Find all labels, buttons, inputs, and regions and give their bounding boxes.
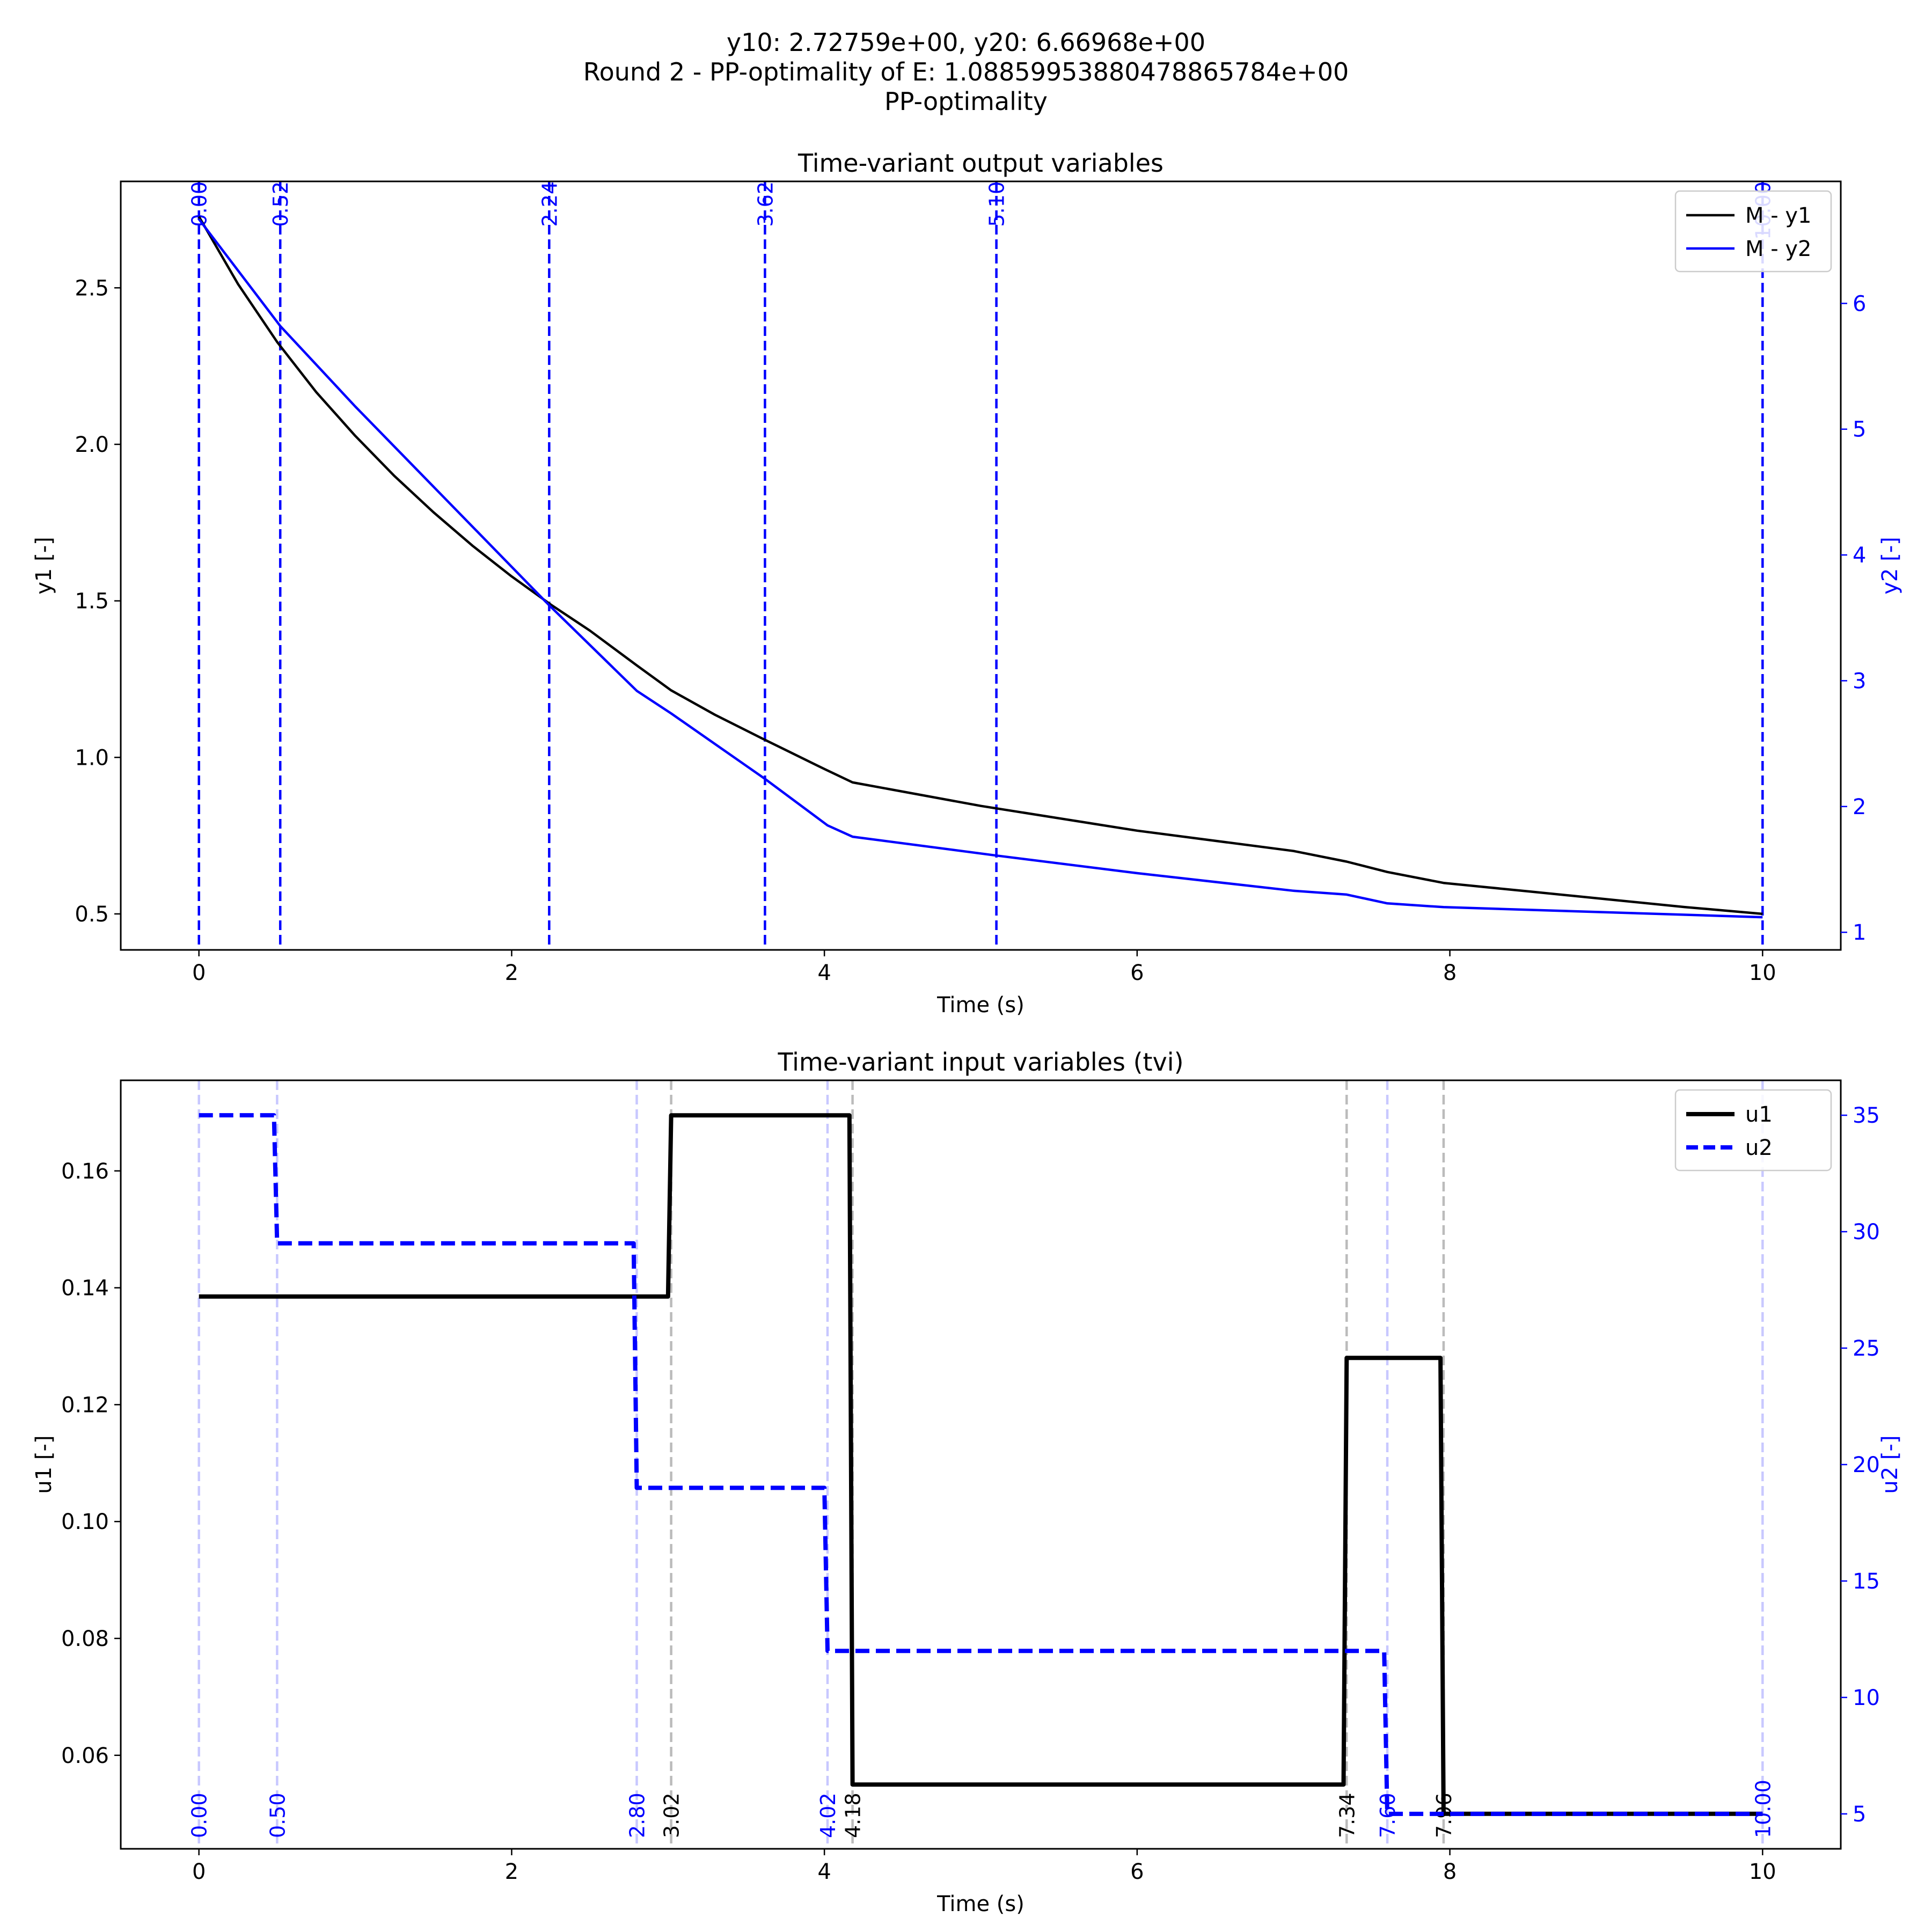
y-tick-label: 0.08 bbox=[61, 1627, 109, 1651]
legend-box bbox=[1674, 1089, 1832, 1172]
legend-box bbox=[1674, 190, 1832, 273]
vertical-marker-label: 0.00 bbox=[188, 1792, 211, 1838]
x-axis-label: Time (s) bbox=[936, 993, 1024, 1018]
input-variables-plot: 3.02 4.18 7.34 7.960.00 0.50 2.80 4.02 7.60 10.0… bbox=[32, 1048, 1902, 1916]
legend-label: u2 bbox=[1745, 1136, 1773, 1160]
series-line-m-y1 bbox=[197, 216, 1763, 916]
vertical-marker-label: 2.24 bbox=[538, 181, 561, 227]
y2-tick-label: 5 bbox=[1853, 1802, 1866, 1827]
vertical-marker-label: 7.34 bbox=[1335, 1792, 1359, 1838]
x-tick-label: 8 bbox=[1443, 961, 1457, 985]
y2-tick-label: 1 bbox=[1853, 920, 1866, 945]
vertical-marker-label: 3.62 bbox=[753, 181, 777, 227]
x-tick-label: 0 bbox=[192, 961, 206, 985]
x-tick-label: 2 bbox=[505, 1860, 518, 1884]
y-tick-label: 2.0 bbox=[75, 433, 109, 457]
legend-label: M - y2 bbox=[1745, 237, 1812, 261]
y2-tick-label: 30 bbox=[1853, 1220, 1880, 1245]
x-tick-label: 4 bbox=[817, 961, 831, 985]
y-tick-label: 0.16 bbox=[61, 1159, 109, 1184]
x-tick-label: 6 bbox=[1130, 961, 1144, 985]
y2-tick-label: 2 bbox=[1853, 795, 1866, 819]
vertical-marker-label: 0.50 bbox=[266, 1792, 289, 1838]
x-tick-label: 10 bbox=[1749, 961, 1776, 985]
series-line-m-y2 bbox=[197, 218, 1763, 919]
suptitle-line1: y10: 2.72759e+00, y20: 6.66968e+00 bbox=[727, 28, 1205, 57]
y-tick-label: 0.14 bbox=[61, 1276, 109, 1301]
y2-tick-label: 15 bbox=[1853, 1569, 1880, 1594]
plot-title: Time-variant input variables (tvi) bbox=[777, 1048, 1183, 1077]
suptitle-line3: PP-optimality bbox=[884, 87, 1048, 116]
y-tick-label: 0.12 bbox=[61, 1393, 109, 1417]
x-axis-label: Time (s) bbox=[936, 1892, 1024, 1916]
x-tick-label: 4 bbox=[817, 1860, 831, 1884]
x-tick-label: 0 bbox=[192, 1860, 206, 1884]
y2-axis-label: y2 [-] bbox=[1878, 537, 1902, 594]
vertical-marker-label: 5.10 bbox=[985, 181, 1009, 227]
x-tick-label: 2 bbox=[505, 961, 518, 985]
legend: M - y1 M - y2 bbox=[1674, 190, 1832, 273]
legend-label: M - y1 bbox=[1745, 203, 1812, 228]
x-tick-label: 10 bbox=[1749, 1860, 1776, 1884]
y2-tick-label: 35 bbox=[1853, 1103, 1880, 1128]
plot-title: Time-variant output variables bbox=[797, 149, 1163, 178]
y2-tick-label: 10 bbox=[1853, 1686, 1880, 1710]
legend-label: u1 bbox=[1745, 1102, 1773, 1127]
y-tick-label: 1.0 bbox=[75, 745, 109, 770]
y2-tick-label: 6 bbox=[1853, 291, 1866, 316]
y2-tick-label: 3 bbox=[1853, 669, 1866, 693]
vertical-marker-label: 3.02 bbox=[660, 1792, 684, 1838]
vertical-marker-label: 2.80 bbox=[626, 1792, 649, 1838]
vertical-marker-label: 0.52 bbox=[269, 181, 292, 227]
y2-tick-label: 20 bbox=[1853, 1453, 1880, 1477]
output-variables-plot: 0.000.522.243.625.1010.0002468100.51.01.… bbox=[32, 149, 1902, 1018]
y-tick-label: 2.5 bbox=[75, 276, 109, 301]
y-tick-label: 0.10 bbox=[61, 1510, 109, 1534]
suptitle-line2: Round 2 - PP-optimality of E: 1.08859953… bbox=[583, 57, 1349, 86]
y-tick-label: 0.06 bbox=[61, 1744, 109, 1768]
y2-tick-label: 5 bbox=[1853, 418, 1866, 442]
series-line-u2 bbox=[199, 1113, 1763, 1816]
y-tick-label: 0.5 bbox=[75, 902, 109, 927]
vertical-marker-label: 4.02 bbox=[816, 1792, 840, 1838]
plot-frame bbox=[120, 180, 1842, 951]
y-axis-label: u1 [-] bbox=[32, 1435, 56, 1494]
y-tick-label: 1.5 bbox=[75, 589, 109, 614]
y2-tick-label: 4 bbox=[1853, 543, 1866, 568]
x-tick-label: 6 bbox=[1130, 1860, 1144, 1884]
vertical-marker-label: 10.00 bbox=[1751, 1780, 1775, 1838]
y2-axis-label: u2 [-] bbox=[1878, 1435, 1902, 1494]
y2-tick-label: 25 bbox=[1853, 1336, 1880, 1361]
y-axis-label: y1 [-] bbox=[32, 537, 56, 594]
x-tick-label: 8 bbox=[1443, 1860, 1457, 1884]
series-line-u1 bbox=[199, 1113, 1763, 1816]
vertical-marker-label: 4.18 bbox=[841, 1792, 865, 1838]
